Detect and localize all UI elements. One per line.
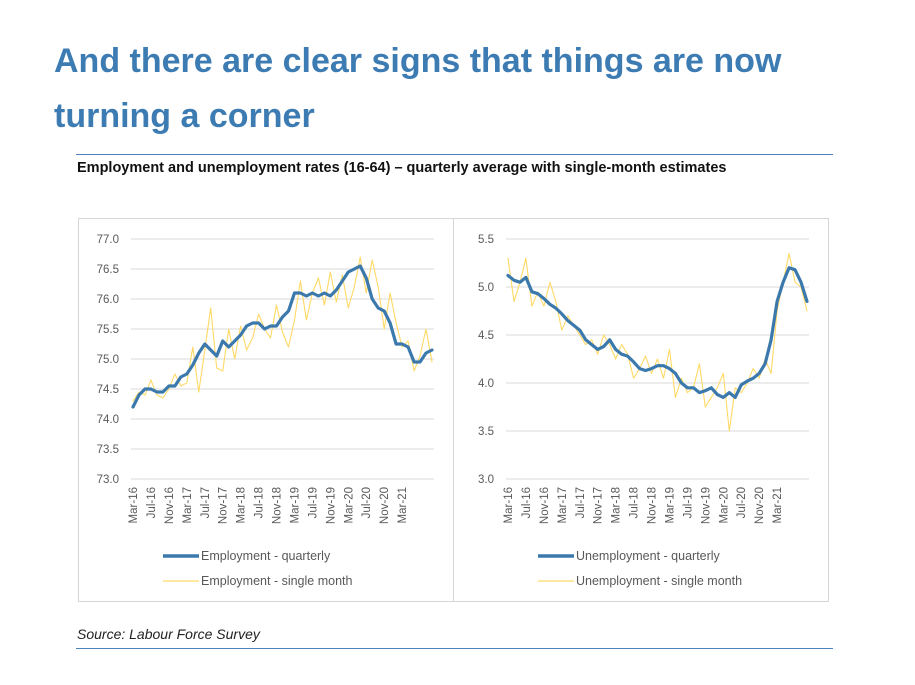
x-tick-label: Nov-16 [164, 487, 176, 524]
x-tick-label: Nov-18 [272, 487, 284, 524]
x-tick-label: Jul-18 [254, 487, 266, 518]
y-tick-label: 75.0 [97, 354, 119, 366]
x-tick-label: Jul-20 [736, 487, 748, 518]
x-tick-label: Mar-17 [182, 487, 194, 523]
source-note: Source: Labour Force Survey [77, 626, 260, 642]
x-tick-label: Mar-20 [718, 487, 730, 523]
unemployment-chart-panel: 5.5 5.0 4.5 4.0 3.5 3.0 Mar-16 Jul-16 Nov-16 Mar-… [453, 218, 829, 602]
x-tick-label: Jul-19 [682, 487, 694, 518]
x-tick-label: Mar-18 [236, 487, 248, 523]
x-tick-label: Mar-19 [664, 487, 676, 523]
y-tick-label: 4.0 [478, 378, 494, 390]
x-tick-label: Mar-19 [289, 487, 301, 523]
y-tick-label: 74.5 [97, 384, 119, 396]
top-rule [76, 154, 833, 155]
y-tick-label: 3.0 [478, 474, 494, 486]
x-tick-label: Mar-17 [557, 487, 569, 523]
series-line-quarterly [131, 264, 434, 409]
employment-chart: 77.0 76.5 76.0 75.5 75.0 74.5 74.0 73.5 73.0 Mar-… [97, 234, 434, 588]
x-tick-label: Jul-19 [307, 487, 319, 518]
x-tick-label: Mar-16 [128, 487, 140, 523]
series-line-single-month [132, 256, 433, 402]
x-tick-label: Mar-21 [772, 487, 784, 523]
x-tick-label: Mar-20 [343, 487, 355, 523]
y-tick-label: 73.0 [97, 474, 119, 486]
x-tick-label: Nov-20 [754, 487, 766, 524]
series-line-single-month [507, 252, 808, 432]
slide-title: And there are clear signs that things ar… [54, 42, 782, 135]
y-tick-label: 74.0 [97, 414, 119, 426]
x-tick-label: Nov-20 [379, 487, 391, 524]
legend-label: Employment - single month [201, 574, 353, 588]
x-tick-label: Jul-17 [575, 487, 587, 518]
unemployment-chart: 5.5 5.0 4.5 4.0 3.5 3.0 Mar-16 Jul-16 Nov-16 Mar-… [478, 234, 809, 588]
legend-label: Unemployment - single month [576, 574, 742, 588]
y-tick-label: 5.0 [478, 282, 494, 294]
y-tick-label: 5.5 [478, 234, 494, 246]
y-tick-label: 4.5 [478, 330, 494, 342]
series-line-quarterly [506, 266, 809, 399]
y-tick-label: 75.5 [97, 324, 119, 336]
x-tick-label: Jul-20 [361, 487, 373, 518]
y-tick-label: 76.5 [97, 264, 119, 276]
x-tick-label: Mar-16 [503, 487, 515, 523]
chart-heading: Employment and unemployment rates (16-64… [77, 160, 727, 176]
x-tick-label: Jul-17 [200, 487, 212, 518]
legend-label: Unemployment - quarterly [576, 549, 721, 563]
x-tick-label: Nov-19 [325, 487, 337, 524]
y-tick-label: 73.5 [97, 444, 119, 456]
x-tick-label: Jul-16 [146, 487, 158, 518]
legend-label: Employment - quarterly [201, 549, 331, 563]
employment-chart-panel: 77.0 76.5 76.0 75.5 75.0 74.5 74.0 73.5 73.0 Mar-… [78, 218, 454, 602]
y-tick-label: 77.0 [97, 234, 119, 246]
x-tick-label: Nov-18 [647, 487, 659, 524]
x-tick-label: Nov-17 [218, 487, 230, 524]
x-tick-label: Mar-21 [397, 487, 409, 523]
x-tick-label: Jul-18 [629, 487, 641, 518]
x-tick-label: Nov-17 [593, 487, 605, 524]
y-tick-label: 76.0 [97, 294, 119, 306]
x-tick-label: Nov-19 [700, 487, 712, 524]
x-tick-label: Mar-18 [611, 487, 623, 523]
x-tick-label: Jul-16 [521, 487, 533, 518]
x-tick-label: Nov-16 [539, 487, 551, 524]
y-tick-label: 3.5 [478, 426, 494, 438]
bottom-rule [76, 648, 833, 649]
